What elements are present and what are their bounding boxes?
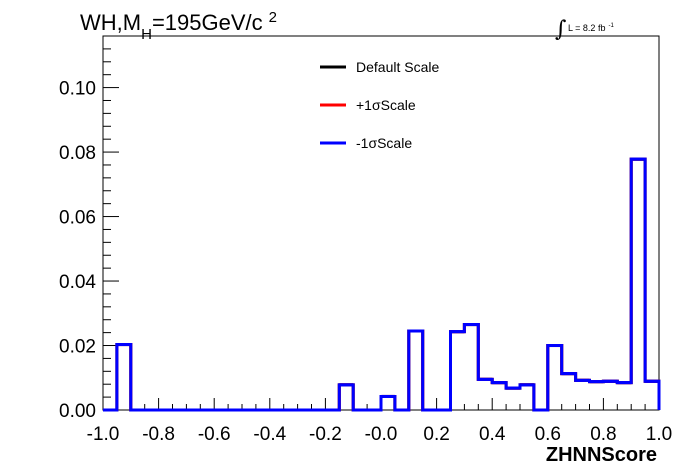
x-tick-label: 0.8 bbox=[590, 424, 616, 445]
luminosity-text: L = 8.2 fb bbox=[568, 23, 605, 33]
chart-title: WH,MH=195GeV/c 2 bbox=[80, 9, 277, 43]
luminosity-superscript: -1 bbox=[608, 23, 614, 29]
luminosity-integral-symbol: ∫ bbox=[555, 17, 567, 42]
x-axis-title: ZHNNScore bbox=[546, 444, 657, 466]
x-tick-label: -0.4 bbox=[253, 424, 286, 445]
y-tick-label: 0.08 bbox=[59, 143, 96, 164]
x-tick-label: -0.0 bbox=[365, 424, 398, 445]
chart-title-value: =195GeV/c bbox=[152, 10, 263, 35]
chart-title-subscript: H bbox=[141, 26, 152, 43]
y-tick-label: 0.10 bbox=[59, 79, 96, 100]
plot-frame bbox=[102, 35, 660, 411]
luminosity-label: L = 8.2 fb -1 bbox=[568, 23, 614, 33]
y-tick-label: 0.06 bbox=[59, 208, 96, 229]
legend-entry: Default Scale bbox=[320, 59, 439, 75]
y-tick-label: 0.04 bbox=[59, 272, 96, 293]
legend: Default Scale +1σScale -1σScale bbox=[320, 59, 439, 151]
legend-entry: -1σScale bbox=[320, 135, 412, 151]
chart-title-prefix: WH,M bbox=[80, 10, 141, 35]
x-tick-label: -0.8 bbox=[142, 424, 175, 445]
legend-label: +1σScale bbox=[356, 97, 416, 113]
legend-label: Default Scale bbox=[356, 59, 439, 75]
x-tick-label: -0.2 bbox=[309, 424, 342, 445]
x-axis-tick-labels: -1.0 -0.8 -0.6 -0.4 -0.2 -0.0 0.2 0.4 0.6 0.8 1.0 bbox=[87, 424, 673, 445]
y-tick-label: 0.02 bbox=[59, 337, 96, 358]
x-tick-label: 0.6 bbox=[535, 424, 561, 445]
chart-title-superscript: 2 bbox=[269, 9, 277, 26]
x-tick-label: 1.0 bbox=[646, 424, 672, 445]
y-tick-label: 0.00 bbox=[59, 401, 96, 422]
x-tick-label: 0.2 bbox=[423, 424, 449, 445]
x-tick-label: -0.6 bbox=[198, 424, 231, 445]
x-tick-label: 0.4 bbox=[479, 424, 506, 445]
legend-label: -1σScale bbox=[356, 135, 412, 151]
y-axis-tick-labels: 0.00 0.02 0.04 0.06 0.08 0.10 bbox=[59, 79, 96, 422]
series-2 bbox=[103, 157, 661, 412]
x-tick-label: -1.0 bbox=[87, 424, 120, 445]
histogram-series-layer bbox=[103, 157, 661, 412]
legend-entry: +1σScale bbox=[320, 97, 416, 113]
